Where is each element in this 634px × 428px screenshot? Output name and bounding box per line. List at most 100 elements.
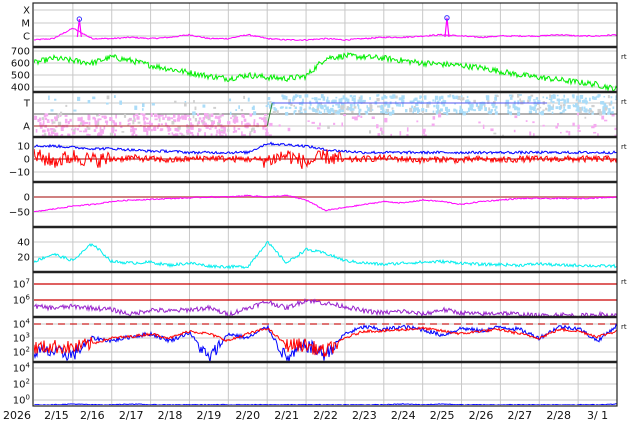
ytick-label: 0 bbox=[24, 193, 30, 204]
sector-point bbox=[399, 131, 402, 136]
sector-point bbox=[189, 131, 194, 135]
sector-point bbox=[85, 121, 89, 125]
sector-point bbox=[309, 102, 312, 106]
sector-point bbox=[94, 120, 98, 124]
sector-point bbox=[172, 133, 176, 136]
sector-point bbox=[198, 117, 202, 120]
sector-point bbox=[263, 125, 266, 128]
sector-point bbox=[432, 116, 436, 120]
sector-point bbox=[577, 124, 580, 129]
sector-point bbox=[490, 128, 494, 132]
sector-point bbox=[204, 132, 206, 136]
sector-point bbox=[167, 116, 171, 120]
sector-point bbox=[548, 106, 551, 111]
sector-point bbox=[315, 100, 319, 104]
sector-point bbox=[160, 114, 164, 117]
sector-point bbox=[533, 106, 536, 111]
sector-point bbox=[467, 107, 470, 112]
sector-point bbox=[243, 95, 246, 99]
sector-point bbox=[181, 117, 185, 120]
sector-point bbox=[369, 102, 372, 105]
sector-point bbox=[202, 104, 206, 108]
sector-point bbox=[220, 114, 224, 117]
sector-point bbox=[271, 101, 275, 106]
sector-point bbox=[55, 132, 59, 136]
sector-point bbox=[326, 109, 329, 113]
sector-point bbox=[358, 111, 360, 114]
panel-dst bbox=[34, 194, 617, 213]
sector-point bbox=[71, 128, 74, 131]
sector-point bbox=[258, 117, 262, 120]
sector-point bbox=[545, 107, 548, 111]
sector-point bbox=[47, 132, 51, 135]
sector-point bbox=[335, 96, 338, 99]
sector-point bbox=[165, 122, 168, 126]
sector-point bbox=[251, 127, 255, 131]
sector-point bbox=[354, 116, 358, 121]
sector-point bbox=[604, 107, 608, 111]
sector-point bbox=[219, 115, 222, 118]
imf-series-line bbox=[34, 141, 617, 155]
sector-point bbox=[115, 114, 117, 119]
sector-point bbox=[42, 123, 45, 126]
sector-point bbox=[296, 94, 299, 97]
sector-point bbox=[261, 117, 265, 121]
sector-point bbox=[38, 117, 42, 122]
sector-point bbox=[437, 109, 442, 114]
sector-point bbox=[412, 100, 415, 103]
sector-point bbox=[333, 99, 337, 103]
sector-point bbox=[234, 117, 238, 122]
sector-point bbox=[550, 99, 552, 103]
sector-point bbox=[602, 110, 606, 115]
sector-point bbox=[335, 103, 338, 106]
sector-point bbox=[487, 100, 490, 104]
sector-point bbox=[41, 134, 45, 136]
panel-frames bbox=[32, 2, 618, 407]
sector-point bbox=[165, 114, 167, 118]
sector-point bbox=[295, 94, 297, 99]
sector-point bbox=[576, 105, 580, 110]
sector-point bbox=[396, 102, 399, 107]
sector-point bbox=[46, 121, 50, 123]
sector-point bbox=[189, 125, 192, 128]
sector-point bbox=[74, 127, 77, 130]
sector-point bbox=[486, 95, 490, 101]
flare-spike bbox=[76, 19, 82, 38]
ytick-label: A bbox=[23, 122, 30, 133]
sector-point bbox=[381, 96, 384, 100]
sector-point bbox=[109, 132, 114, 136]
sector-point bbox=[241, 134, 245, 136]
sector-point bbox=[555, 106, 559, 110]
sector-point bbox=[548, 98, 553, 101]
sector-point bbox=[559, 99, 563, 101]
sector-point bbox=[479, 106, 483, 110]
sector-point bbox=[369, 97, 371, 100]
sector-point bbox=[413, 98, 417, 101]
sector-point bbox=[309, 100, 312, 105]
sector-point bbox=[200, 119, 204, 123]
sector-point bbox=[482, 124, 485, 129]
sector-point bbox=[113, 122, 117, 126]
sector-point bbox=[77, 117, 81, 122]
sector-point bbox=[160, 123, 163, 126]
ytick-label: 106 bbox=[13, 294, 31, 307]
sector-point bbox=[299, 94, 302, 99]
sector-point bbox=[479, 101, 482, 107]
sector-point bbox=[529, 131, 532, 136]
sector-point bbox=[311, 97, 314, 100]
sector-point bbox=[356, 103, 359, 107]
sector-point bbox=[545, 96, 548, 99]
sector-point bbox=[281, 94, 284, 97]
flare-marker bbox=[444, 15, 450, 21]
sector-point bbox=[197, 113, 200, 117]
sector-point bbox=[37, 119, 40, 123]
sector-point bbox=[143, 130, 147, 132]
sector-point bbox=[265, 130, 268, 133]
sector-point bbox=[346, 98, 350, 104]
sector-point bbox=[437, 104, 440, 109]
sector-point bbox=[433, 105, 436, 108]
sector-point bbox=[176, 117, 181, 122]
sector-point bbox=[294, 109, 297, 113]
sector-point bbox=[593, 131, 597, 134]
sector-point bbox=[247, 97, 250, 102]
